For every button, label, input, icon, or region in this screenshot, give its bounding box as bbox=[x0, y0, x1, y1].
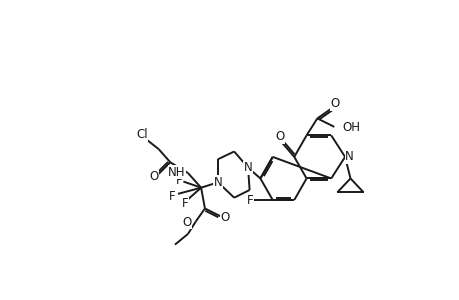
Text: N: N bbox=[345, 150, 353, 164]
Text: F: F bbox=[169, 190, 175, 203]
Text: N: N bbox=[213, 176, 222, 189]
Text: N: N bbox=[243, 161, 252, 174]
Text: F: F bbox=[246, 194, 253, 206]
Text: F: F bbox=[176, 174, 183, 187]
Text: O: O bbox=[220, 211, 229, 224]
Text: O: O bbox=[274, 130, 284, 143]
Text: O: O bbox=[182, 216, 191, 229]
Text: Cl: Cl bbox=[136, 128, 147, 141]
Text: O: O bbox=[330, 97, 339, 110]
Text: OH: OH bbox=[341, 121, 359, 134]
Text: O: O bbox=[149, 170, 158, 183]
Text: NH: NH bbox=[168, 166, 185, 179]
Text: F: F bbox=[181, 197, 188, 210]
